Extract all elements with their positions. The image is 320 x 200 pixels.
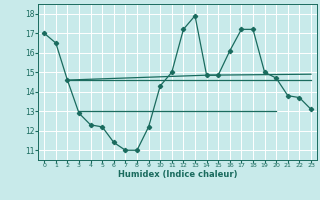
X-axis label: Humidex (Indice chaleur): Humidex (Indice chaleur): [118, 170, 237, 179]
